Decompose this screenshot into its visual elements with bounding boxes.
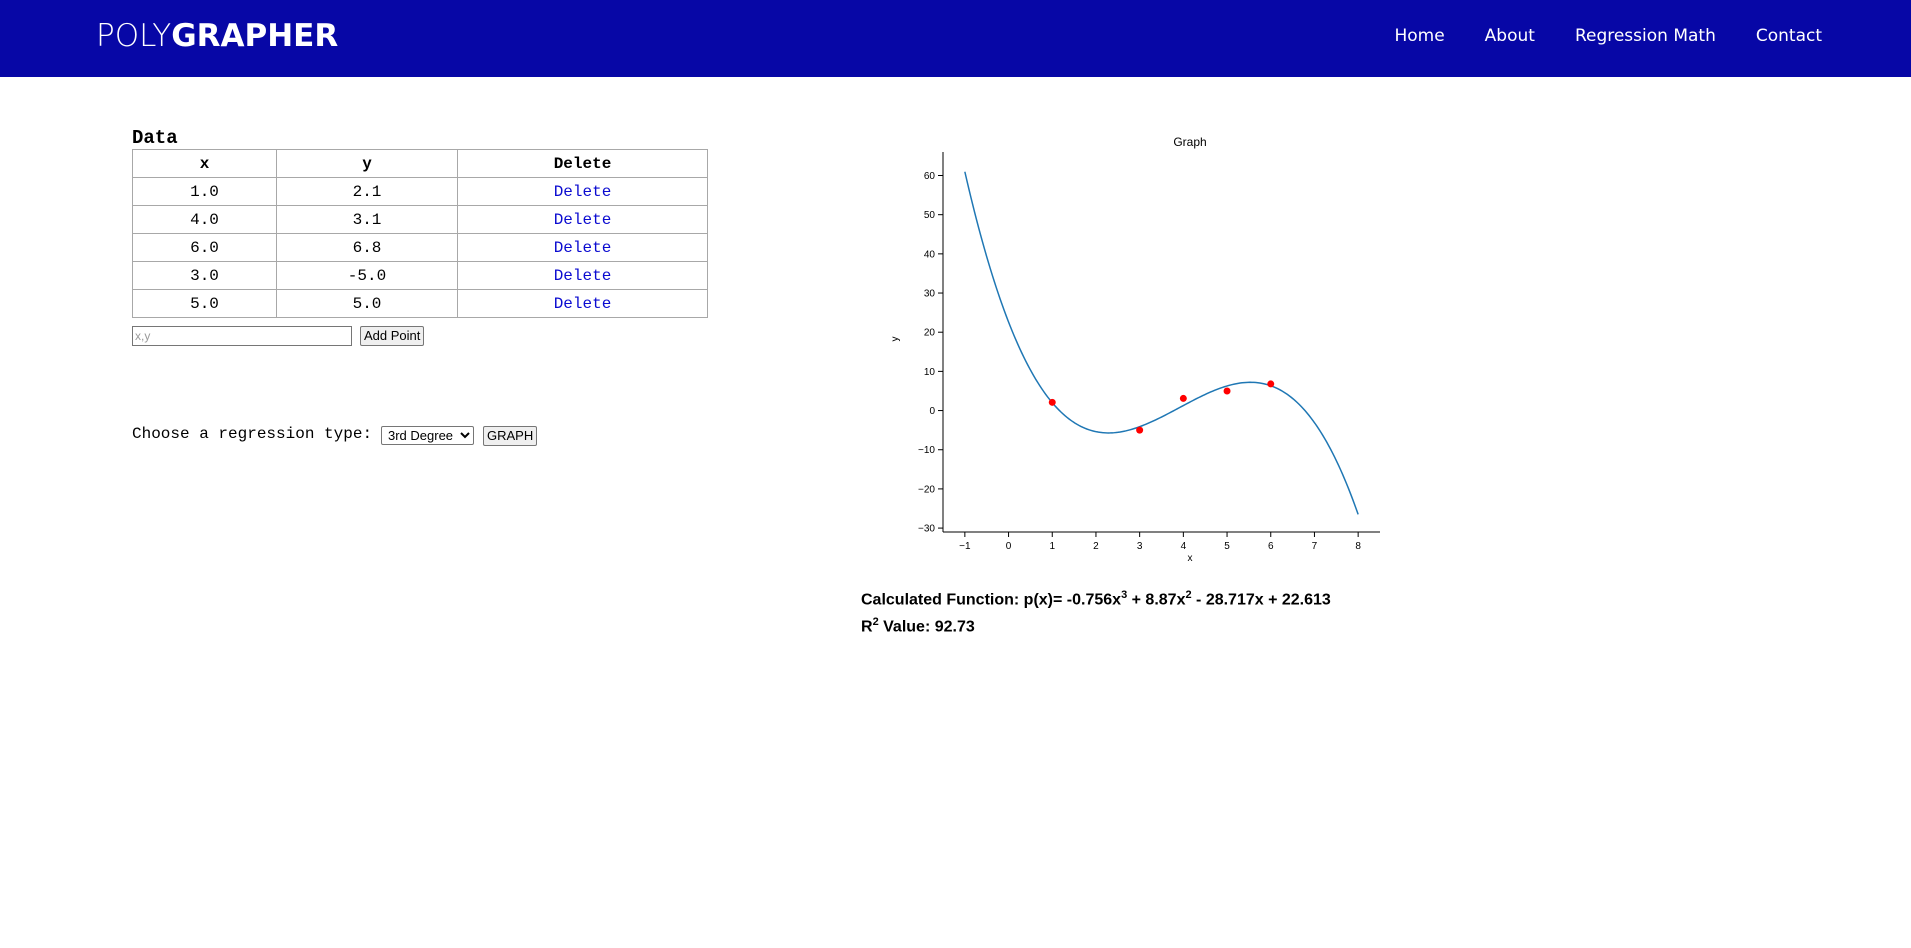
table-header-row: x y Delete — [132, 149, 708, 178]
data-points — [1048, 380, 1275, 434]
x-axis: −1 0 1 2 3 4 5 6 7 8 — [943, 531, 1380, 552]
x-tick-label: −1 — [959, 541, 971, 552]
r-prefix: R — [861, 618, 873, 636]
regression-type-label: Choose a regression type: — [132, 425, 373, 443]
nav-home-link[interactable]: Home — [1394, 26, 1445, 46]
delete-link[interactable]: Delete — [457, 261, 708, 290]
x-tick-label: 8 — [1355, 541, 1361, 552]
cell-y: 3.1 — [276, 205, 458, 234]
delete-link[interactable]: Delete — [457, 233, 708, 262]
point-input[interactable] — [132, 326, 352, 346]
data-section-title: Data — [132, 127, 178, 149]
r-exp: 2 — [872, 616, 879, 629]
data-point — [1136, 426, 1144, 434]
table-row: 1.0 2.1 Delete — [132, 177, 708, 206]
y-tick-label: 20 — [924, 328, 936, 339]
top-navbar: POLYGRAPHER Home About Regression Math C… — [0, 0, 1911, 77]
column-header-x: x — [132, 149, 277, 178]
delete-link[interactable]: Delete — [457, 177, 708, 206]
column-header-delete: Delete — [457, 149, 708, 178]
result-panel: Calculated Function: p(x)= -0.756x3 + 8.… — [861, 584, 1331, 639]
regression-curve — [964, 171, 1359, 515]
cell-x: 3.0 — [132, 261, 277, 290]
column-header-y: y — [276, 149, 458, 178]
y-axis-label: y — [890, 337, 901, 342]
r-squared-value: R2 Value: 92.73 — [861, 611, 1331, 638]
y-tick-label: −30 — [918, 524, 935, 535]
add-point-button[interactable]: Add Point — [360, 326, 425, 346]
data-table: x y Delete 1.0 2.1 Delete 4.0 3.1 Delete… — [132, 149, 708, 318]
logo-bold-text: GRAPHER — [171, 18, 339, 54]
x-tick-label: 0 — [1006, 541, 1012, 552]
cell-x: 1.0 — [132, 177, 277, 206]
chart-title: Graph — [1173, 135, 1206, 149]
cell-x: 5.0 — [132, 289, 277, 318]
delete-link[interactable]: Delete — [457, 205, 708, 234]
function-exp-2: 2 — [1185, 589, 1192, 601]
table-row: 6.0 6.8 Delete — [132, 233, 708, 262]
table-row: 4.0 3.1 Delete — [132, 205, 708, 234]
data-point — [1223, 387, 1231, 395]
calculated-function: Calculated Function: p(x)= -0.756x3 + 8.… — [861, 584, 1331, 611]
regression-type-select[interactable]: 3rd Degree — [381, 426, 474, 445]
x-tick-label: 5 — [1224, 541, 1230, 552]
delete-link[interactable]: Delete — [457, 289, 708, 318]
y-tick-label: 10 — [924, 367, 936, 378]
function-mid: + 8.87x — [1127, 591, 1186, 609]
y-axis: −30 −20 −10 0 10 20 30 40 50 60 — [918, 152, 944, 535]
cell-y: 5.0 — [276, 289, 458, 318]
x-tick-label: 4 — [1181, 541, 1187, 552]
data-point — [1179, 394, 1187, 402]
cell-x: 4.0 — [132, 205, 277, 234]
data-point — [1267, 380, 1275, 388]
function-exp-3: 3 — [1121, 589, 1128, 601]
table-row: 3.0 -5.0 Delete — [132, 261, 708, 290]
x-tick-label: 6 — [1268, 541, 1274, 552]
x-tick-label: 7 — [1312, 541, 1318, 552]
y-tick-label: 60 — [924, 171, 936, 182]
x-tick-label: 2 — [1093, 541, 1099, 552]
cell-y: 6.8 — [276, 233, 458, 262]
main-nav: Home About Regression Math Contact — [1394, 26, 1822, 46]
cell-x: 6.0 — [132, 233, 277, 262]
y-tick-label: 30 — [924, 289, 936, 300]
y-tick-label: −10 — [918, 445, 935, 456]
x-tick-label: 1 — [1049, 541, 1055, 552]
y-tick-label: 50 — [924, 210, 936, 221]
nav-regression-math-link[interactable]: Regression Math — [1574, 26, 1716, 46]
x-tick-label: 3 — [1137, 541, 1143, 552]
nav-about-link[interactable]: About — [1484, 26, 1535, 46]
x-axis-label: x — [1188, 553, 1193, 564]
cell-y: 2.1 — [276, 177, 458, 206]
nav-contact-link[interactable]: Contact — [1755, 26, 1822, 46]
function-prefix: Calculated Function: p(x)= -0.756x — [861, 591, 1122, 609]
y-tick-label: 40 — [924, 249, 936, 260]
table-row: 5.0 5.0 Delete — [132, 289, 708, 318]
function-suffix: - 28.717x + 22.613 — [1191, 591, 1331, 609]
y-tick-label: −20 — [918, 484, 935, 495]
logo-light-text: POLY — [96, 18, 172, 54]
y-tick-label: 0 — [929, 406, 935, 417]
graph-button[interactable]: GRAPH — [483, 426, 538, 446]
logo[interactable]: POLYGRAPHER — [96, 18, 338, 54]
cell-y: -5.0 — [276, 261, 458, 290]
r-suffix: Value: 92.73 — [878, 618, 975, 636]
data-point — [1048, 398, 1056, 406]
